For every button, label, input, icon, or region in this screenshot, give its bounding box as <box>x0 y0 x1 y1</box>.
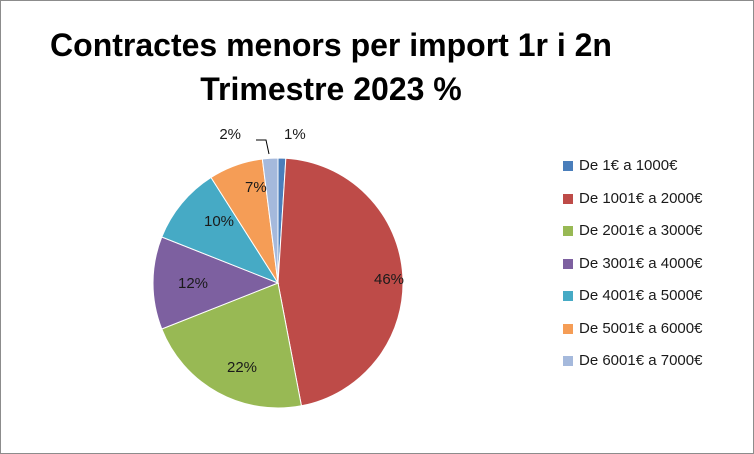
legend-swatch <box>563 356 573 366</box>
chart-title-line-1: Contractes menors per import 1r i 2n <box>50 27 612 63</box>
pie-slice-3 <box>161 282 303 409</box>
data-label-5: 10% <box>204 213 234 230</box>
legend-label: De 5001€ a 6000€ <box>579 319 703 337</box>
legend: De 1€ a 1000€ De 1001€ a 2000€ De 2001€ a … <box>563 157 753 385</box>
legend-swatch <box>563 226 573 236</box>
pie-slice-4 <box>152 236 280 330</box>
legend-label: De 3001€ a 4000€ <box>579 254 703 272</box>
legend-item: De 1€ a 1000€ <box>563 157 753 190</box>
data-label-1: 1% <box>284 126 306 143</box>
legend-swatch <box>563 161 573 171</box>
leader-line <box>256 139 270 155</box>
legend-label: De 1€ a 1000€ <box>579 157 678 174</box>
chart-title-line-2: Trimestre 2023 % <box>200 71 462 107</box>
chart-title: Contractes menors per import 1r i 2n Tri… <box>41 23 621 111</box>
data-label-6: 7% <box>245 179 267 196</box>
data-label-4: 12% <box>178 275 208 292</box>
pie-slice-5 <box>161 176 280 285</box>
legend-swatch <box>563 258 573 269</box>
pie-slice-7 <box>261 157 279 284</box>
legend-label: De 2001€ a 3000€ <box>579 222 703 239</box>
legend-item: De 5001€ a 6000€ <box>563 320 753 353</box>
legend-item: De 1001€ a 2000€ <box>563 190 753 223</box>
pie-slice-2 <box>277 157 404 407</box>
legend-label: De 6001€ a 7000€ <box>579 352 703 369</box>
legend-swatch <box>563 291 573 301</box>
legend-label: De 1001€ a 2000€ <box>579 189 703 207</box>
legend-item: De 3001€ a 4000€ <box>563 255 753 288</box>
legend-item: De 4001€ a 5000€ <box>563 287 753 320</box>
data-label-2: 46% <box>374 271 404 288</box>
legend-swatch <box>563 323 573 334</box>
legend-label: De 4001€ a 5000€ <box>579 287 703 304</box>
legend-item: De 2001€ a 3000€ <box>563 222 753 255</box>
data-label-7: 2% <box>219 126 241 143</box>
data-label-3: 22% <box>227 359 257 376</box>
legend-item: De 6001€ a 7000€ <box>563 352 753 385</box>
legend-swatch <box>563 193 573 204</box>
